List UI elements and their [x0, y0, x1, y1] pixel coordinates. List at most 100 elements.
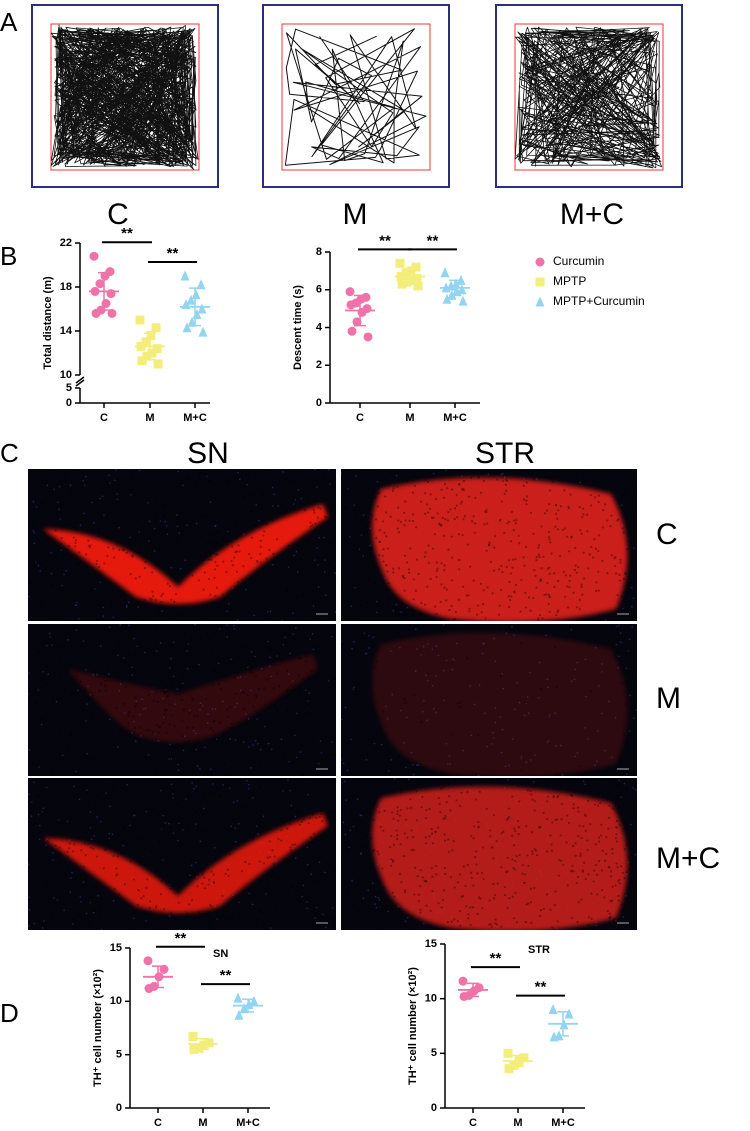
speckle	[328, 542, 332, 545]
nucleus-dot	[135, 740, 137, 743]
speckle	[208, 480, 211, 483]
speckle	[149, 625, 152, 628]
speckle	[292, 782, 296, 785]
nucleus-dot	[161, 610, 163, 612]
speckle	[326, 718, 329, 721]
speckle	[125, 624, 128, 626]
speckle	[267, 469, 271, 472]
speckle	[574, 546, 577, 550]
nucleus-dot	[212, 783, 214, 785]
speckle	[366, 785, 369, 788]
speckle	[284, 860, 287, 863]
speckle	[46, 730, 49, 734]
speckle	[597, 549, 600, 553]
speckle	[105, 790, 108, 793]
speckle	[386, 547, 390, 550]
speckle	[88, 901, 91, 905]
speckle	[424, 492, 427, 495]
speckle	[258, 917, 261, 921]
nucleus-dot	[226, 636, 229, 638]
nucleus-dot	[75, 629, 78, 631]
speckle	[311, 737, 314, 740]
speckle	[346, 899, 349, 902]
legend-label: Curcumin	[553, 254, 604, 268]
nucleus-dot	[294, 734, 296, 737]
speckle	[398, 814, 401, 817]
speckle	[271, 849, 274, 852]
nucleus-dot	[387, 910, 390, 913]
speckle	[102, 492, 105, 495]
data-point	[191, 289, 201, 300]
data-point	[100, 271, 110, 281]
nucleus-dot	[164, 822, 167, 824]
speckle	[437, 902, 440, 905]
data-point	[402, 277, 412, 287]
speckle	[367, 507, 370, 511]
speckle	[55, 638, 58, 641]
nucleus-dot	[126, 783, 128, 786]
nucleus-dot	[284, 636, 286, 639]
speckle	[121, 639, 124, 642]
nucleus-dot	[39, 570, 41, 572]
speckle	[181, 529, 184, 532]
speckle	[380, 478, 383, 481]
speckle	[151, 730, 154, 733]
speckle	[495, 923, 498, 926]
nucleus-dot	[352, 688, 355, 690]
speckle	[493, 546, 496, 549]
speckle	[457, 598, 461, 601]
speckle	[587, 567, 590, 570]
speckle	[314, 522, 317, 525]
speckle	[191, 513, 194, 516]
speckle	[372, 477, 375, 480]
speckle	[522, 484, 525, 487]
speckle	[343, 825, 346, 828]
speckle	[294, 892, 297, 895]
speckle	[413, 893, 416, 896]
nucleus-dot	[360, 814, 363, 817]
speckle	[211, 650, 214, 653]
speckle	[411, 513, 414, 516]
speckle	[301, 773, 304, 776]
speckle	[492, 814, 496, 817]
speckle	[54, 529, 57, 532]
speckle	[635, 550, 637, 553]
speckle	[106, 659, 109, 662]
speckle	[608, 866, 611, 869]
y-tick-label: 10	[60, 369, 72, 381]
speckle	[575, 571, 578, 574]
speckle	[74, 545, 77, 548]
speckle	[330, 661, 333, 664]
speckle	[587, 873, 590, 876]
speckle	[129, 537, 132, 541]
speckle	[36, 637, 39, 640]
nucleus-dot	[629, 694, 631, 697]
speckle	[77, 562, 80, 566]
speckle	[461, 894, 465, 898]
y-tick-label: 5	[66, 382, 72, 394]
speckle	[81, 709, 85, 712]
speckle	[171, 503, 174, 506]
speckle	[439, 524, 442, 527]
nucleus-dot	[47, 673, 49, 675]
speckle	[95, 643, 98, 646]
speckle	[278, 512, 281, 515]
nucleus-dot	[183, 469, 185, 470]
nucleus-dot	[61, 754, 64, 757]
speckle	[227, 917, 231, 920]
speckle	[351, 600, 354, 603]
speckle	[257, 731, 260, 734]
speckle	[318, 839, 322, 842]
speckle	[322, 497, 325, 500]
data-point	[535, 277, 545, 287]
speckle	[571, 869, 574, 872]
speckle	[564, 574, 567, 577]
nucleus-dot	[228, 787, 231, 790]
speckle	[572, 870, 575, 873]
speckle	[506, 479, 509, 483]
speckle	[107, 808, 110, 812]
chart-title: STR	[528, 944, 550, 956]
speckle	[160, 564, 164, 567]
speckle	[350, 861, 353, 864]
speckle	[64, 628, 67, 632]
